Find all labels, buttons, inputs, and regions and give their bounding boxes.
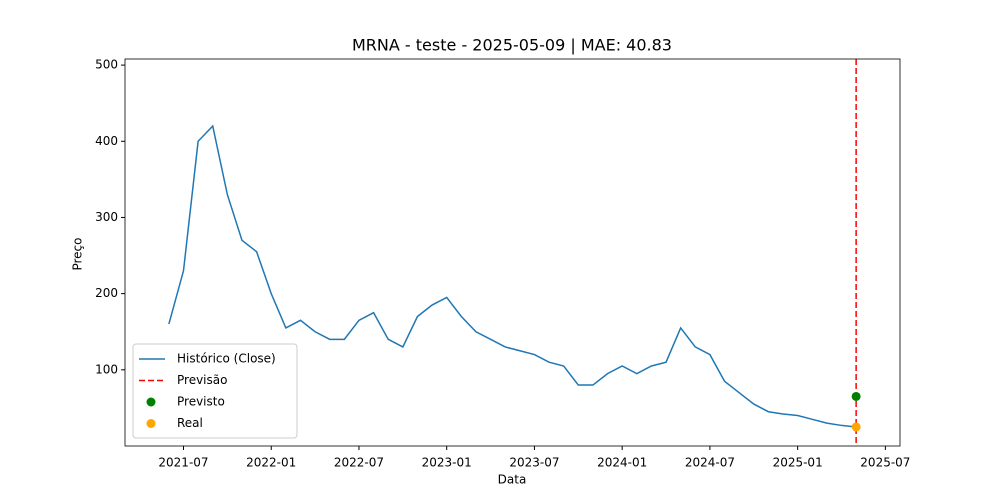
x-tick-label: 2025-01 bbox=[773, 456, 823, 470]
y-tick-label: 200 bbox=[95, 286, 118, 300]
x-tick-label: 2022-01 bbox=[246, 456, 296, 470]
y-tick-label: 400 bbox=[95, 134, 118, 148]
legend-label: Previsão bbox=[177, 373, 227, 387]
x-tick-label: 2023-07 bbox=[509, 456, 559, 470]
x-tick-label: 2025-07 bbox=[860, 456, 910, 470]
point bbox=[851, 422, 861, 432]
legend-box bbox=[132, 343, 298, 439]
plot-frame bbox=[124, 58, 901, 447]
legend-label: Histórico (Close) bbox=[177, 352, 276, 366]
point bbox=[851, 391, 861, 401]
legend-marker bbox=[146, 397, 156, 407]
y-tick-label: 100 bbox=[95, 362, 118, 376]
y-tick-label: 500 bbox=[95, 58, 118, 72]
x-tick-label: 2022-07 bbox=[334, 456, 384, 470]
x-tick-label: 2024-07 bbox=[685, 456, 735, 470]
chart-title: MRNA - teste - 2025-05-09 | MAE: 40.83 bbox=[352, 36, 672, 55]
x-tick-label: 2021-07 bbox=[158, 456, 208, 470]
line-series bbox=[168, 124, 857, 428]
legend-label: Real bbox=[177, 416, 203, 430]
legend-label: Previsto bbox=[177, 395, 225, 409]
y-axis-label: Preço bbox=[71, 237, 85, 270]
y-tick-label: 300 bbox=[95, 210, 118, 224]
x-tick-label: 2023-01 bbox=[422, 456, 472, 470]
x-tick-label: 2024-01 bbox=[597, 456, 647, 470]
legend-marker bbox=[146, 419, 156, 428]
x-axis-label: Data bbox=[498, 473, 527, 487]
